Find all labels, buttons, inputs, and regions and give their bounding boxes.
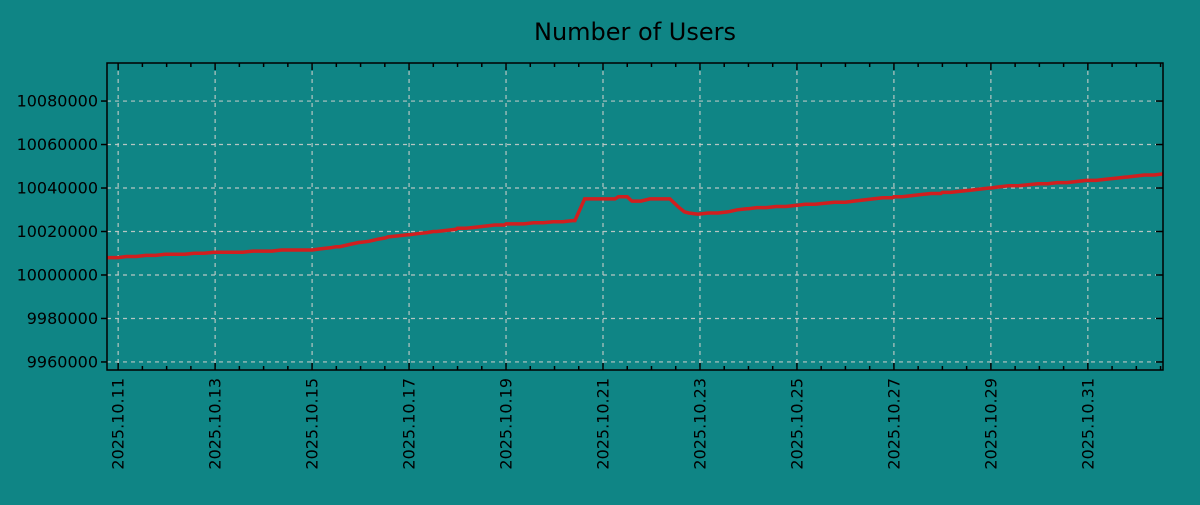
y-tick-label: 10000000 — [17, 265, 98, 284]
y-tick-label: 10080000 — [17, 92, 98, 111]
axis-layer — [101, 62, 1164, 371]
x-tick-label: 2025.10.21 — [594, 378, 613, 470]
y-tick-label: 9960000 — [27, 352, 98, 371]
y-tick-label: 10020000 — [17, 222, 98, 241]
series-layer — [107, 172, 1164, 260]
x-tick-label: 2025.10.15 — [303, 378, 322, 470]
x-tick-label: 2025.10.31 — [1078, 378, 1097, 470]
y-tick-label: 10060000 — [17, 135, 98, 154]
x-tick-label: 2025.10.17 — [400, 378, 419, 470]
plot-border — [106, 62, 1164, 371]
chart-title: Number of Users — [534, 18, 736, 46]
x-tick-label: 2025.10.11 — [109, 378, 128, 470]
series-line-users — [107, 172, 1164, 260]
x-tick-label: 2025.10.25 — [787, 378, 806, 470]
x-tick-label: 2025.10.19 — [497, 378, 516, 470]
y-tick-label: 9980000 — [27, 309, 98, 328]
x-tick-label: 2025.10.13 — [206, 378, 225, 470]
label-layer: 10080000 10060000 10040000 10020000 10000000… — [17, 92, 1098, 470]
y-tick-label: 10040000 — [17, 179, 98, 198]
x-tick-label: 2025.10.23 — [690, 378, 709, 470]
grid-layer — [107, 63, 1163, 370]
x-tick-label: 2025.10.27 — [884, 378, 903, 470]
x-tick-label: 2025.10.29 — [981, 378, 1000, 470]
